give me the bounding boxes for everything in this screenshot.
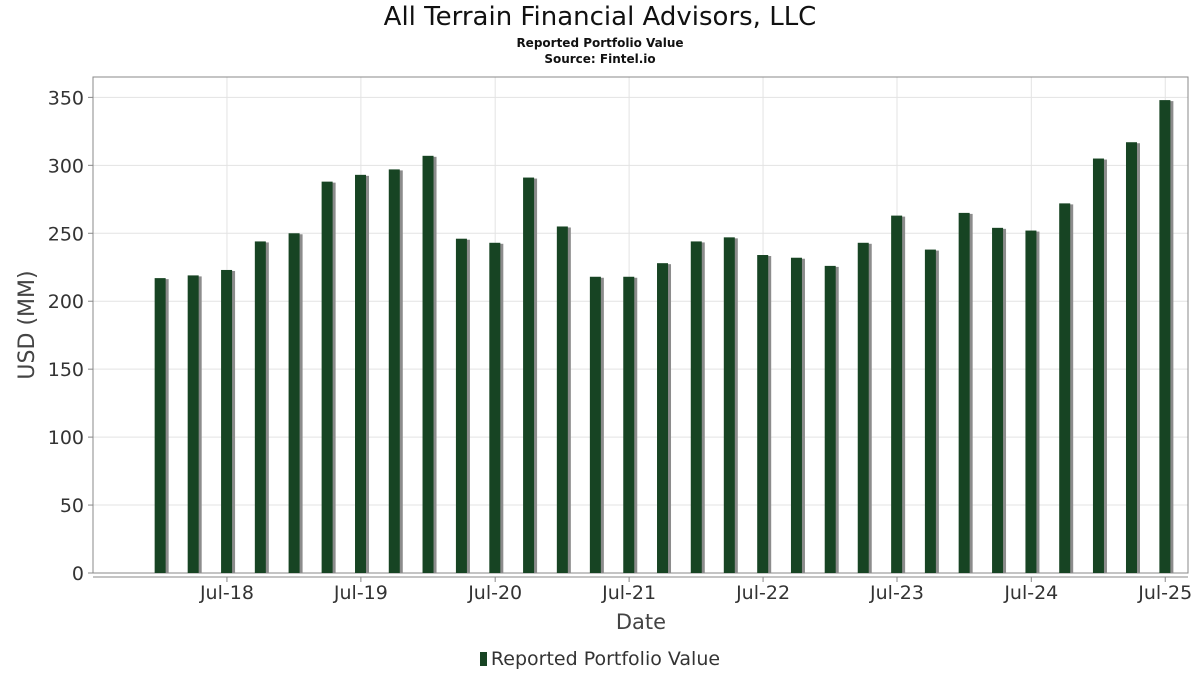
bar [321,181,333,573]
chart-subtitle: Reported Portfolio Value [516,36,684,50]
x-tick-label: Jul-25 [1137,582,1192,604]
y-tick-label: 200 [48,291,84,313]
bar [589,276,601,573]
bar [556,226,568,574]
y-tick-label: 350 [48,87,84,109]
bar [422,155,434,573]
x-tick-label: Jul-20 [467,582,522,604]
y-tick-label: 100 [48,427,84,449]
bar [1025,230,1037,574]
bar [1159,100,1171,573]
x-tick-label: Jul-23 [869,582,924,604]
x-tick-label: Jul-24 [1003,582,1058,604]
bar [992,227,1004,573]
bar [288,233,300,573]
y-tick-label: 50 [60,495,84,517]
bar [690,241,702,573]
bar [824,265,836,573]
bar [1059,203,1071,573]
bar-chart: 0 50 100 150 200 250 300 350 Jul-18 Jul-19 Jul-20… [15,76,1192,634]
x-tick-label: Jul-19 [333,582,388,604]
bar [623,276,635,573]
bar [790,257,802,573]
y-tick-label: 0 [72,563,84,585]
y-tick-label: 250 [48,223,84,245]
bar [857,242,869,573]
x-tick-label: Jul-18 [199,582,254,604]
bar [221,269,233,573]
bar [924,249,936,574]
x-tick-label: Jul-21 [601,582,656,604]
bar [1092,158,1104,573]
y-axis: 0 50 100 150 200 250 300 350 [48,87,93,585]
bar [254,241,266,573]
bar [891,215,903,573]
y-axis-label: USD (MM) [15,270,40,379]
bar [489,242,501,573]
bar [958,212,970,573]
bar [757,255,769,574]
legend-swatch [479,652,487,666]
bar [455,238,467,573]
bar [1125,142,1137,573]
x-tick-label: Jul-22 [735,582,790,604]
bar [187,275,199,573]
y-tick-label: 150 [48,359,84,381]
bar [657,263,669,573]
bar [154,278,166,573]
bar [355,174,367,573]
x-axis-label: Date [616,610,666,634]
x-axis: Jul-18 Jul-19 Jul-20 Jul-21 Jul-22 Jul-23 Jul-… [93,576,1192,604]
y-tick-label: 300 [48,155,84,177]
bar [388,169,400,574]
legend: Reported Portfolio Value [0,648,1200,670]
chart-title: All Terrain Financial Advisors, LLC [383,2,817,32]
plot-area [92,76,1189,574]
legend-label: Reported Portfolio Value [490,648,721,670]
bar [723,237,735,573]
bar-series [154,100,1174,574]
bar [523,177,535,573]
chart-source: Source: Fintel.io [544,52,656,66]
